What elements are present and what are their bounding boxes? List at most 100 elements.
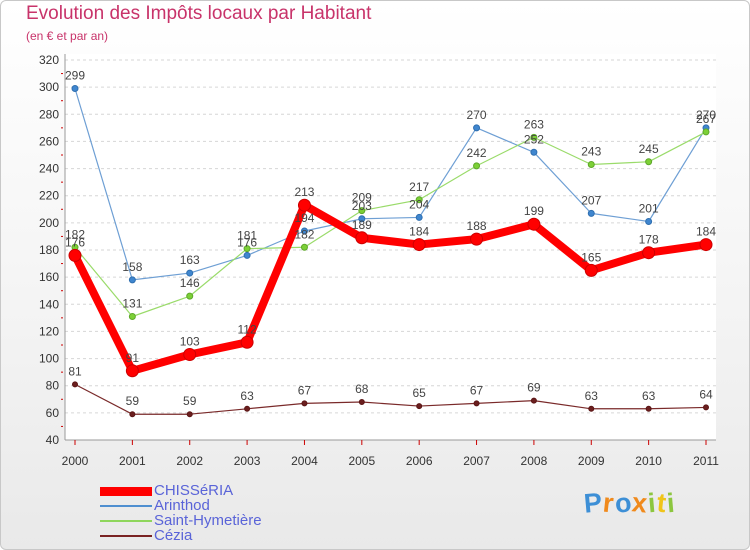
y-tick-label: 220 <box>39 189 59 203</box>
data-label: 63 <box>642 389 656 403</box>
y-tick-label: 40 <box>46 433 60 447</box>
data-label: 213 <box>294 185 314 199</box>
y-tick-label: 320 <box>39 53 59 67</box>
data-label: 176 <box>65 235 85 249</box>
series-line-3 <box>74 383 707 415</box>
data-point <box>71 85 79 92</box>
data-label: 270 <box>467 108 487 122</box>
x-tick-label: 2003 <box>234 454 261 468</box>
data-point <box>125 364 139 378</box>
data-label: 189 <box>352 218 372 232</box>
data-point <box>243 251 251 259</box>
data-label: 203 <box>352 199 372 213</box>
data-point <box>300 227 308 235</box>
data-point <box>645 158 653 166</box>
logo-letter: i <box>665 487 677 519</box>
x-tick-label: 2011 <box>693 454 719 468</box>
data-point <box>530 148 538 156</box>
data-label: 243 <box>581 145 601 159</box>
legend-label: Cézia <box>154 527 193 544</box>
data-label: 182 <box>294 227 314 241</box>
data-point <box>473 162 481 170</box>
data-point <box>642 246 656 260</box>
data-label: 59 <box>126 394 140 408</box>
data-point <box>301 400 308 407</box>
x-tick-label: 2002 <box>176 454 203 468</box>
data-point <box>183 348 197 361</box>
legend-swatch <box>100 520 152 522</box>
data-point <box>473 124 481 132</box>
data-label: 91 <box>126 351 140 365</box>
data-point <box>412 238 426 252</box>
data-point <box>358 215 366 223</box>
legend-label: CHISSéRIA <box>154 482 234 499</box>
legend-swatch <box>100 505 152 507</box>
plot-area <box>65 54 716 440</box>
data-point <box>588 405 595 412</box>
data-point <box>186 269 194 277</box>
data-point <box>129 411 136 418</box>
data-point <box>358 207 366 215</box>
legend-swatch <box>100 486 152 496</box>
data-label: 199 <box>524 204 544 218</box>
series-line-1 <box>74 87 707 281</box>
y-tick-label: 120 <box>39 324 59 338</box>
data-point <box>416 403 423 410</box>
legend-label: Arinthod <box>154 497 210 514</box>
y-tick-label: 180 <box>39 243 59 257</box>
data-point <box>702 128 710 136</box>
data-label: 207 <box>581 193 601 207</box>
data-label: 158 <box>122 260 142 274</box>
data-point <box>355 231 369 245</box>
data-label: 69 <box>527 381 541 395</box>
x-tick-label: 2010 <box>635 454 662 468</box>
y-tick-label: 300 <box>39 80 59 94</box>
x-tick-label: 2009 <box>578 454 605 468</box>
data-point <box>68 248 82 262</box>
y-tick-label: 280 <box>39 107 59 121</box>
y-tick-label: 140 <box>39 297 59 311</box>
data-label: 63 <box>585 389 599 403</box>
y-tick-label: 80 <box>46 379 60 393</box>
data-point <box>699 238 713 252</box>
data-label: 131 <box>122 297 142 311</box>
data-label: 182 <box>65 227 85 241</box>
data-label: 165 <box>581 250 601 264</box>
y-tick-label: 200 <box>39 216 59 230</box>
data-point <box>240 335 254 349</box>
data-point <box>703 404 709 411</box>
data-point <box>587 209 595 217</box>
data-label: 217 <box>409 180 429 194</box>
data-point <box>72 381 78 388</box>
y-tick-label: 240 <box>39 162 59 176</box>
series-line-2 <box>74 131 707 318</box>
x-tick-label: 2006 <box>406 454 433 468</box>
data-label: 263 <box>524 117 544 131</box>
data-point <box>473 400 480 407</box>
data-label: 178 <box>639 233 659 247</box>
data-point <box>527 217 541 231</box>
data-label: 67 <box>298 383 312 397</box>
legend-swatch <box>100 535 152 537</box>
data-label: 270 <box>696 108 716 122</box>
data-point <box>470 232 484 246</box>
data-label: 176 <box>237 235 257 249</box>
data-label: 59 <box>183 394 197 408</box>
data-point <box>530 397 537 404</box>
x-tick-label: 2008 <box>521 454 548 468</box>
data-label: 68 <box>355 382 369 396</box>
y-tick-label: 260 <box>39 134 59 148</box>
x-tick-label: 2005 <box>348 454 375 468</box>
chart-title: Evolution des Impôts locaux par Habitant <box>26 3 372 24</box>
x-tick-label: 2007 <box>463 454 490 468</box>
data-label: 163 <box>180 253 200 267</box>
data-label: 184 <box>696 225 716 239</box>
y-tick-label: 60 <box>46 406 60 420</box>
data-point <box>645 405 652 412</box>
data-label: 194 <box>294 211 314 225</box>
x-tick-label: 2001 <box>119 454 146 468</box>
data-label: 81 <box>68 364 82 378</box>
data-label: 63 <box>240 389 254 403</box>
data-point <box>530 133 538 141</box>
data-label: 299 <box>65 69 85 83</box>
